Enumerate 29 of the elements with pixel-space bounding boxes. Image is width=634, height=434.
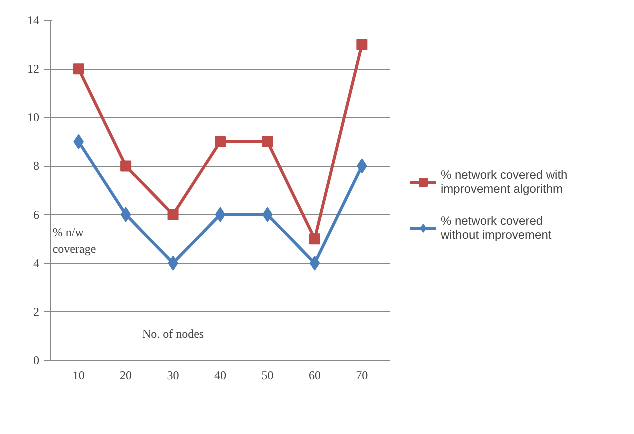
point <box>73 64 84 75</box>
y-tick-label: 14 <box>28 14 40 28</box>
point <box>356 39 368 50</box>
point <box>262 136 274 148</box>
y-tick-label: 8 <box>34 159 40 174</box>
point <box>168 209 179 220</box>
y-tick-label: 2 <box>34 304 40 319</box>
y-tick-label: 6 <box>34 208 40 222</box>
y-tick-label: 12 <box>28 62 40 76</box>
y-tick-label: 4 <box>34 256 40 270</box>
y-axis-title: % n/w coverage <box>52 225 96 256</box>
x-tick-label: 60 <box>308 368 321 382</box>
point <box>120 160 132 172</box>
y-tick-label: 10 <box>28 110 40 125</box>
x-tick-label: 70 <box>356 368 368 382</box>
point <box>120 207 132 222</box>
point <box>215 207 226 222</box>
point <box>215 136 226 148</box>
x-tick-label: 30 <box>167 368 180 382</box>
legend-label: % network covered without improvement <box>441 214 552 242</box>
x-tick-label: 20 <box>120 368 132 382</box>
point <box>310 256 320 271</box>
x-axis-title: No. of nodes <box>142 327 204 342</box>
point <box>309 234 320 245</box>
x-tick-label: 40 <box>214 368 226 382</box>
x-tick-label: 10 <box>72 368 85 382</box>
legend-label: % network covered with improvement algorithm <box>441 168 568 196</box>
y-tick-label: 0 <box>34 354 40 368</box>
x-tick-label: 50 <box>262 368 274 382</box>
